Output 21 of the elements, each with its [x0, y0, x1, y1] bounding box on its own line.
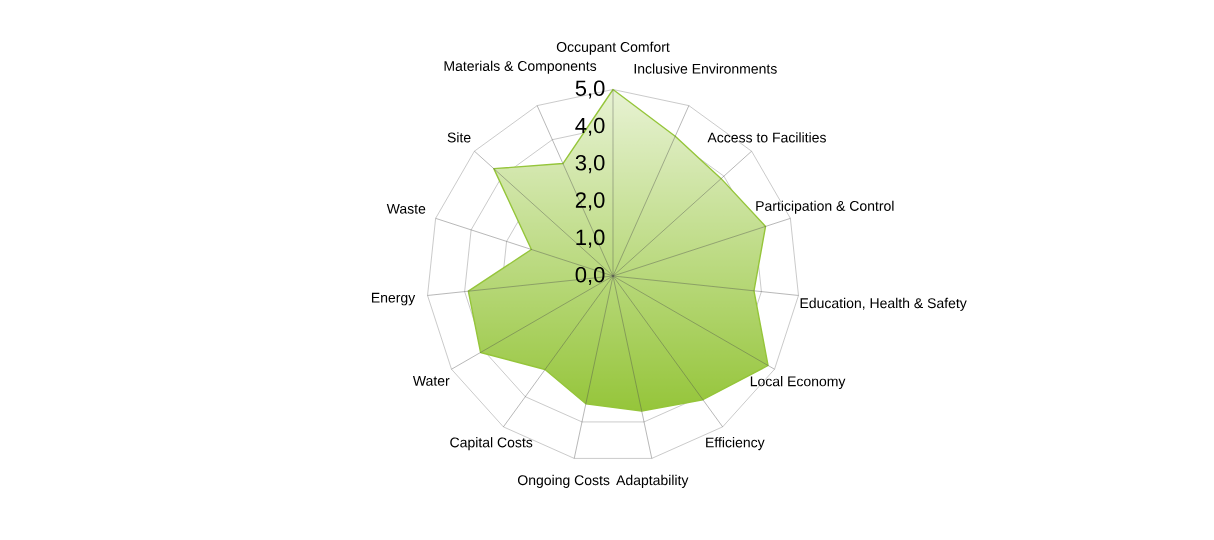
spoke-label: Ongoing Costs — [518, 474, 610, 488]
spoke-label: Energy — [371, 292, 416, 306]
spoke-label: Site — [447, 132, 471, 143]
y-tick-label: 0,0 — [575, 266, 605, 286]
y-tick-label: 3,0 — [575, 154, 605, 174]
spoke-label: Materials & Components — [444, 60, 597, 74]
spoke-label: Water — [412, 376, 450, 386]
y-tick-label: 4,0 — [575, 117, 605, 136]
spoke-label: Access to Facilities — [707, 132, 826, 143]
spoke-label: Capital Costs — [450, 437, 533, 451]
spoke-label: Participation & Control — [756, 200, 894, 214]
spoke-label: Efficiency — [706, 437, 765, 451]
spoke-label: Occupant Comfort — [556, 41, 670, 55]
spoke-label: Education, Health & Safety — [800, 297, 967, 311]
y-tick-label: 2,0 — [575, 192, 605, 211]
spoke-label: Local Economy — [750, 376, 846, 390]
y-tick-label: 5,0 — [575, 80, 605, 99]
spoke-label: Inclusive Environments — [634, 63, 777, 74]
spoke-label: Adaptability — [616, 474, 689, 488]
y-tick-label: 1,0 — [576, 229, 605, 248]
spoke-label: Waste — [386, 203, 426, 214]
